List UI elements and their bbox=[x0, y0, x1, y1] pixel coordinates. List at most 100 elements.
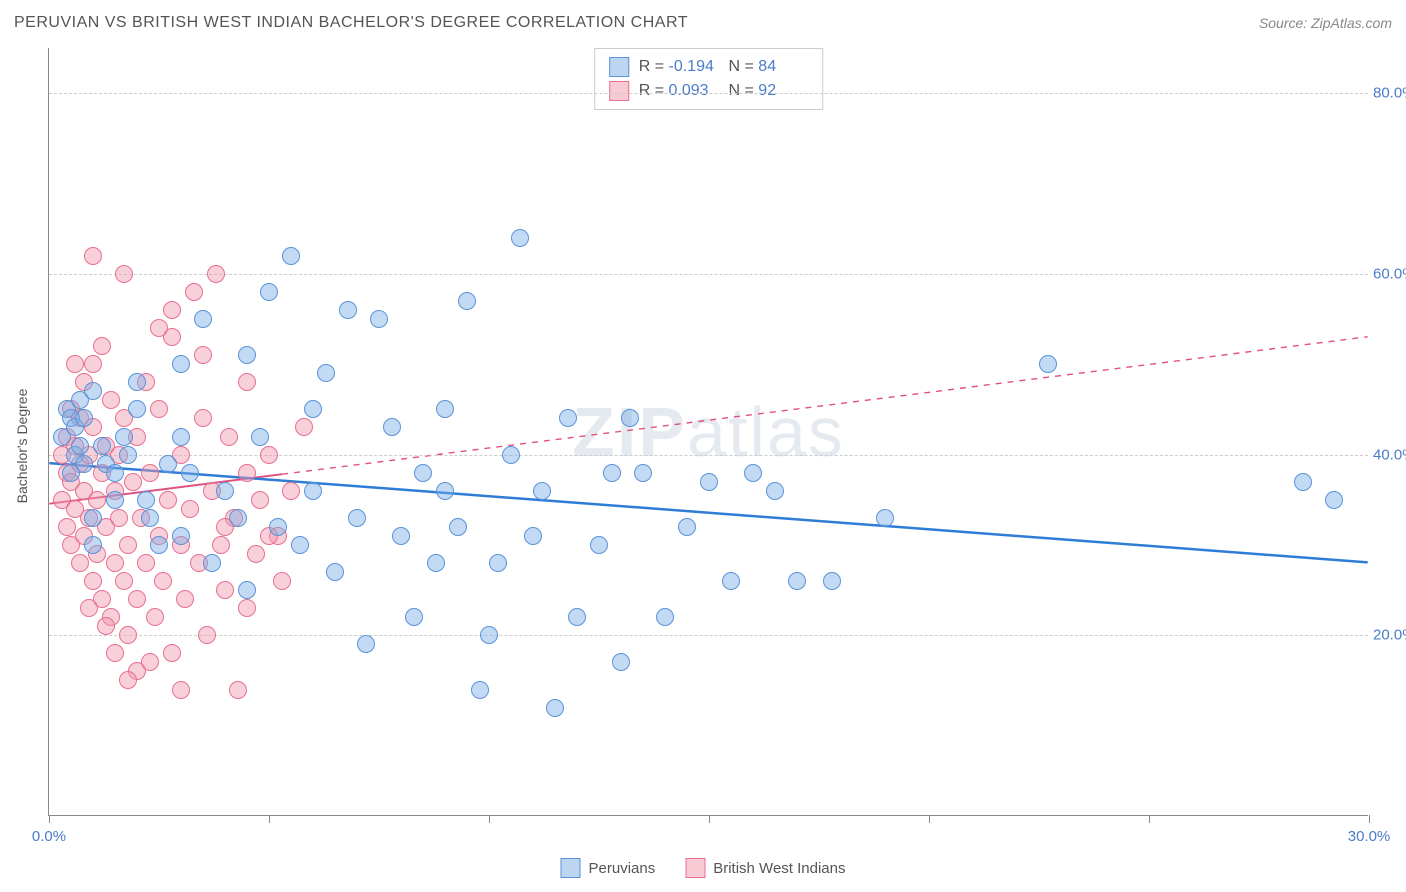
data-point bbox=[75, 455, 93, 473]
data-point bbox=[207, 265, 225, 283]
data-point bbox=[150, 536, 168, 554]
data-point bbox=[436, 482, 454, 500]
data-point bbox=[106, 554, 124, 572]
data-point bbox=[524, 527, 542, 545]
data-point bbox=[1325, 491, 1343, 509]
data-point bbox=[181, 464, 199, 482]
data-point bbox=[612, 653, 630, 671]
data-point bbox=[194, 409, 212, 427]
y-tick-label: 40.0% bbox=[1373, 446, 1406, 463]
data-point bbox=[115, 572, 133, 590]
data-point bbox=[480, 626, 498, 644]
data-point bbox=[115, 265, 133, 283]
data-point bbox=[194, 346, 212, 364]
data-point bbox=[106, 491, 124, 509]
watermark-light: atlas bbox=[687, 393, 845, 471]
data-point bbox=[75, 409, 93, 427]
data-point bbox=[471, 681, 489, 699]
data-point bbox=[436, 400, 454, 418]
data-point bbox=[282, 482, 300, 500]
data-point bbox=[203, 554, 221, 572]
data-point bbox=[97, 617, 115, 635]
scatter-plot-area: ZIPatlas R = -0.194 N = 84 R = 0.093 N =… bbox=[48, 48, 1368, 816]
data-point bbox=[621, 409, 639, 427]
data-point bbox=[110, 509, 128, 527]
data-point bbox=[370, 310, 388, 328]
data-point bbox=[146, 608, 164, 626]
data-point bbox=[282, 247, 300, 265]
gridline bbox=[49, 635, 1368, 636]
data-point bbox=[229, 681, 247, 699]
data-point bbox=[106, 464, 124, 482]
source-attribution: Source: ZipAtlas.com bbox=[1259, 15, 1392, 31]
data-point bbox=[405, 608, 423, 626]
data-point bbox=[66, 355, 84, 373]
x-tick bbox=[929, 815, 930, 823]
data-point bbox=[216, 482, 234, 500]
data-point bbox=[317, 364, 335, 382]
y-axis-label: Bachelor's Degree bbox=[14, 389, 30, 504]
gridline bbox=[49, 93, 1368, 94]
data-point bbox=[383, 418, 401, 436]
data-point bbox=[137, 491, 155, 509]
data-point bbox=[458, 292, 476, 310]
data-point bbox=[229, 509, 247, 527]
data-point bbox=[876, 509, 894, 527]
data-point bbox=[216, 581, 234, 599]
data-point bbox=[590, 536, 608, 554]
data-point bbox=[414, 464, 432, 482]
data-point bbox=[106, 644, 124, 662]
data-point bbox=[678, 518, 696, 536]
data-point bbox=[546, 699, 564, 717]
data-point bbox=[84, 382, 102, 400]
data-point bbox=[251, 428, 269, 446]
data-point bbox=[788, 572, 806, 590]
data-point bbox=[533, 482, 551, 500]
n-value-blue: 84 bbox=[758, 58, 808, 76]
r-label: R = bbox=[639, 82, 669, 99]
swatch-blue bbox=[561, 858, 581, 878]
data-point bbox=[766, 482, 784, 500]
watermark: ZIPatlas bbox=[572, 392, 845, 472]
r-value-pink: 0.093 bbox=[669, 82, 719, 100]
y-tick-label: 80.0% bbox=[1373, 85, 1406, 102]
bottom-legend: Peruvians British West Indians bbox=[561, 858, 846, 878]
data-point bbox=[291, 536, 309, 554]
data-point bbox=[326, 563, 344, 581]
data-point bbox=[84, 355, 102, 373]
stats-row-peruvians: R = -0.194 N = 84 bbox=[609, 55, 809, 79]
data-point bbox=[181, 500, 199, 518]
data-point bbox=[238, 346, 256, 364]
data-point bbox=[656, 608, 674, 626]
data-point bbox=[163, 301, 181, 319]
data-point bbox=[119, 446, 137, 464]
data-point bbox=[84, 572, 102, 590]
data-point bbox=[150, 400, 168, 418]
chart-title: PERUVIAN VS BRITISH WEST INDIAN BACHELOR… bbox=[14, 14, 688, 32]
data-point bbox=[128, 373, 146, 391]
data-point bbox=[220, 428, 238, 446]
data-point bbox=[172, 681, 190, 699]
data-point bbox=[269, 518, 287, 536]
x-tick bbox=[269, 815, 270, 823]
data-point bbox=[80, 599, 98, 617]
swatch-pink bbox=[609, 81, 629, 101]
x-tick-label: 0.0% bbox=[32, 828, 66, 845]
data-point bbox=[150, 319, 168, 337]
r-label: R = bbox=[639, 58, 669, 75]
data-point bbox=[194, 310, 212, 328]
data-point bbox=[260, 283, 278, 301]
data-point bbox=[71, 554, 89, 572]
data-point bbox=[449, 518, 467, 536]
data-point bbox=[163, 644, 181, 662]
data-point bbox=[744, 464, 762, 482]
data-point bbox=[247, 545, 265, 563]
data-point bbox=[634, 464, 652, 482]
legend-item-bwi: British West Indians bbox=[685, 858, 845, 878]
data-point bbox=[93, 437, 111, 455]
data-point bbox=[1039, 355, 1057, 373]
data-point bbox=[159, 455, 177, 473]
data-point bbox=[141, 509, 159, 527]
data-point bbox=[238, 373, 256, 391]
data-point bbox=[700, 473, 718, 491]
